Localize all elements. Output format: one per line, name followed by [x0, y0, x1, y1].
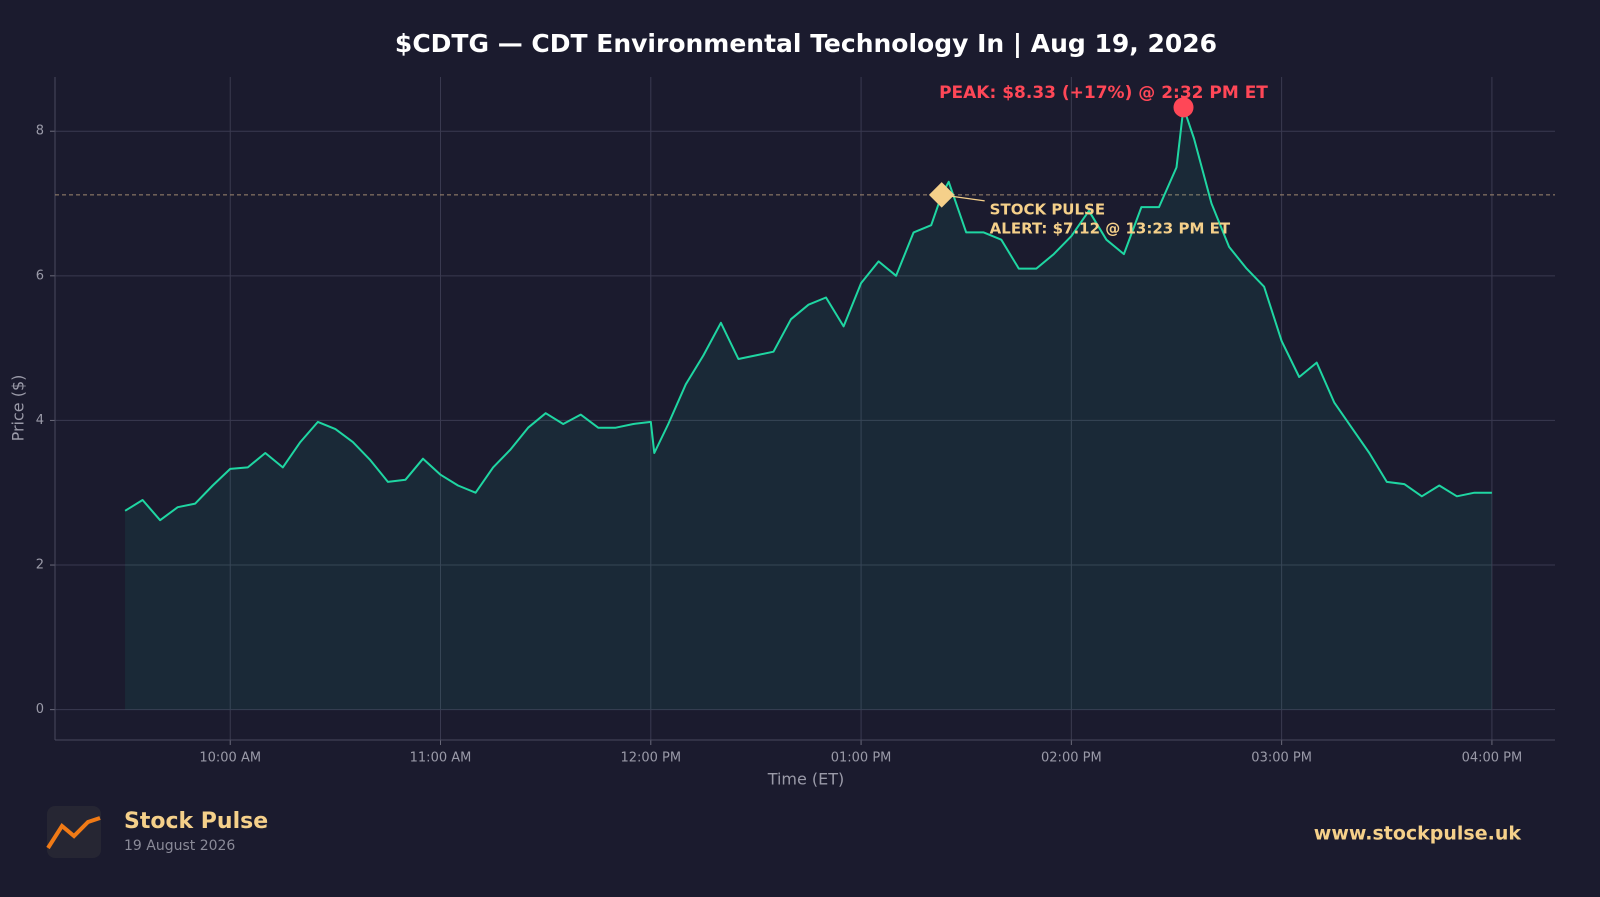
alert-label: ALERT: $7.12 @ 13:23 PM ET — [990, 219, 1231, 237]
x-axis-label: Time (ET) — [767, 770, 845, 789]
brand-name: Stock Pulse — [124, 809, 268, 834]
logo-icon — [46, 816, 101, 850]
brand-date: 19 August 2026 — [124, 838, 235, 854]
alert-marker — [928, 182, 955, 208]
x-tick-label: 02:00 PM — [1041, 751, 1102, 766]
x-tick-label: 04:00 PM — [1462, 751, 1523, 766]
y-tick-label: 2 — [36, 558, 44, 573]
x-tick-label: 01:00 PM — [831, 751, 892, 766]
peak-marker — [1173, 97, 1194, 118]
y-tick-label: 6 — [36, 268, 44, 283]
y-tick-label: 0 — [36, 702, 44, 717]
x-tick-label: 12:00 PM — [620, 751, 681, 766]
chart-title: $CDTG — CDT Environmental Technology In … — [395, 29, 1217, 58]
y-tick-label: 8 — [36, 124, 44, 139]
x-tick-label: 11:00 AM — [410, 751, 472, 766]
peak-label: PEAK: $8.33 (+17%) @ 2:32 PM ET — [939, 83, 1268, 103]
website: www.stockpulse.uk — [1314, 823, 1522, 845]
x-tick-label: 03:00 PM — [1251, 751, 1312, 766]
logo — [46, 806, 101, 858]
area-fill — [125, 107, 1492, 710]
y-axis-label: Price ($) — [9, 375, 28, 442]
x-tick-label: 10:00 AM — [199, 751, 261, 766]
y-tick-label: 4 — [36, 413, 44, 428]
price-line — [124, 106, 1492, 522]
alert-label: STOCK PULSE — [990, 200, 1105, 218]
logo-box — [47, 806, 101, 858]
